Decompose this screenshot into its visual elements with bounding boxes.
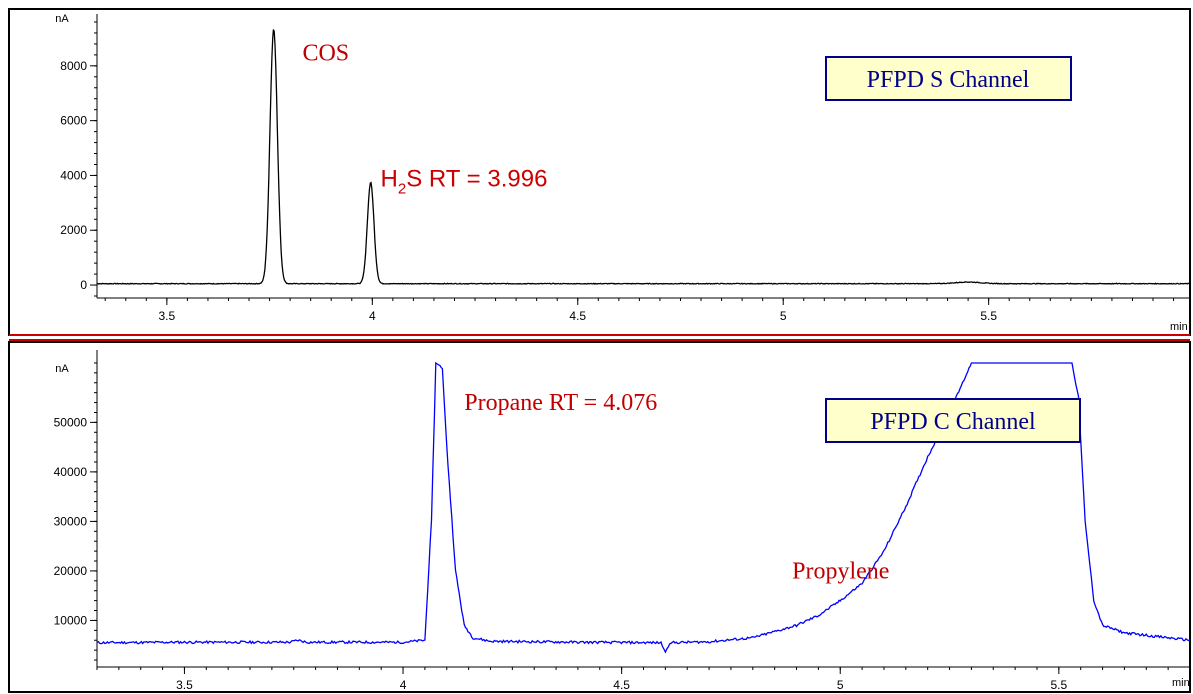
c-channel-box-text: PFPD C Channel: [870, 409, 1036, 435]
s-channel-y-tick-label: 2000: [60, 223, 87, 237]
h2s-label-subscript: 2: [398, 180, 406, 197]
c-channel-frame: [8, 341, 1191, 693]
c-channel-y-tick-label: 40000: [54, 465, 88, 479]
c-channel-box-rect: [825, 398, 1081, 443]
c-channel-x-tick-label: 5.5: [1050, 678, 1067, 692]
h2s-label-rest: S RT = 3.996: [406, 165, 547, 192]
c-channel-x-tick-label: 4: [400, 678, 407, 692]
s-channel-x-tick-label: 3.5: [159, 309, 176, 323]
c-channel-x-tick-label: 3.5: [176, 678, 193, 692]
cos-peak-label: COS: [302, 40, 349, 66]
s-channel-y-tick-label: 8000: [60, 59, 87, 73]
panel-divider: [9, 334, 1190, 341]
c-channel-y-tick-label: 20000: [54, 564, 88, 578]
c-channel-axes: 3.5 4 4.5 5 5.5 10000 20000 30000 40000 50000: [54, 350, 1191, 692]
s-channel-trace: [96, 29, 1191, 285]
s-channel-y-tick-label: 6000: [60, 114, 87, 128]
c-channel-y-unit: nA: [55, 363, 69, 375]
s-channel-box-text: PFPD S Channel: [867, 67, 1030, 93]
s-channel-x-tick-label: 4.5: [569, 309, 586, 323]
h2s-label-h: H: [381, 165, 398, 192]
s-channel-x-tick-label: 4: [369, 309, 376, 323]
s-channel-y-tick-label: 4000: [60, 168, 87, 182]
s-channel-x-unit: min: [1170, 321, 1188, 333]
s-channel-axes: 3.5 4 4.5 5 5.5 0 2000 4000 6000 8000: [60, 14, 1190, 323]
propylene-peak-label: Propylene: [792, 558, 889, 584]
c-channel-x-tick-label: 4.5: [613, 678, 630, 692]
c-channel-x-unit: min: [1172, 677, 1190, 689]
s-channel-y-tick-label: 0: [80, 278, 87, 292]
s-channel-label-box: PFPD S Channel: [825, 56, 1072, 101]
s-channel-x-tick-label: 5.5: [980, 309, 997, 323]
propane-peak-label: Propane RT = 4.076: [464, 390, 657, 416]
c-channel-trace: [96, 361, 1191, 654]
s-channel-box-rect: [825, 56, 1072, 101]
c-channel-x-tick-label: 5: [837, 678, 844, 692]
c-channel-y-tick-label: 50000: [54, 415, 88, 429]
c-channel-y-tick-label: 30000: [54, 514, 88, 528]
s-channel-x-tick-label: 5: [780, 309, 787, 323]
c-channel-label-box: PFPD C Channel: [825, 398, 1081, 443]
s-channel-y-unit: nA: [55, 13, 69, 25]
h2s-peak-label: H2S RT = 3.996: [381, 165, 548, 197]
c-channel-y-tick-label: 10000: [54, 613, 88, 627]
